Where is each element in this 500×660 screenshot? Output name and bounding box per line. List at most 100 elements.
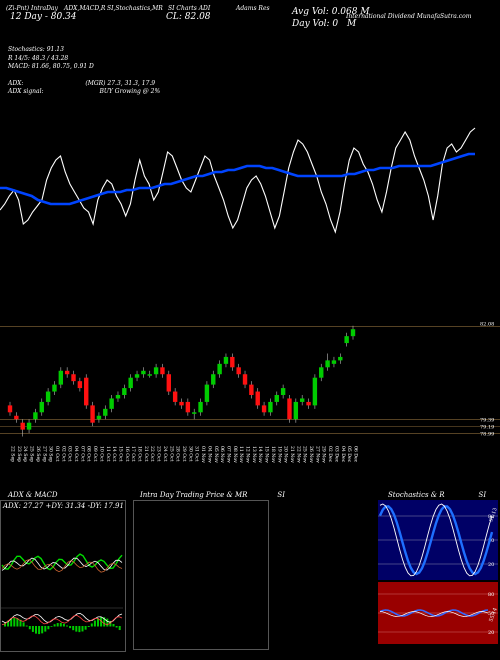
macd-hist-bar bbox=[22, 622, 25, 627]
candle-body bbox=[7, 405, 13, 413]
date-tick-label: 22 Sep bbox=[10, 446, 16, 462]
adx-values: (MGR) 27.3, 31.3, 17.9 bbox=[85, 80, 156, 87]
date-tick-label: 03 Oct bbox=[67, 446, 73, 462]
date-tick-label: 07 Nov bbox=[225, 446, 231, 463]
macd-hist-bar bbox=[66, 625, 68, 627]
candle-body bbox=[115, 395, 121, 399]
macd-hist-bar bbox=[81, 626, 84, 632]
date-tick-label: 31 Oct bbox=[194, 446, 200, 462]
rsi-tick-label: 50 bbox=[488, 611, 494, 617]
intraday-title-text: Intra Day Trading Price & MR bbox=[140, 491, 248, 499]
date-tick-label: 30 Oct bbox=[187, 446, 193, 462]
candle-body bbox=[172, 391, 178, 402]
adx-panel bbox=[0, 500, 126, 652]
date-tick-label: 21 Nov bbox=[289, 446, 295, 463]
date-tick-label: 17 Oct bbox=[130, 446, 136, 462]
date-tick-label: 04 Dec bbox=[340, 446, 346, 463]
stoch-k-line bbox=[379, 503, 493, 577]
macd-hist-bar bbox=[19, 619, 22, 627]
macd-readout: MACD: 81.66, 80.75, 0.91 D bbox=[8, 63, 94, 70]
panel-rsi-blue-line bbox=[379, 609, 489, 617]
macd-hist-bar bbox=[50, 626, 53, 627]
candle-body bbox=[280, 388, 286, 395]
candle-body bbox=[287, 398, 292, 420]
adx-line bbox=[1, 553, 123, 571]
adx-signal-readout: ADX signal: BUY Growing @ 2% bbox=[8, 88, 160, 95]
candle-body bbox=[249, 384, 254, 395]
candle-body bbox=[350, 329, 356, 337]
stoch-readout: Stochastics: 91.13 bbox=[8, 46, 64, 53]
date-tick-label: 18 Oct bbox=[137, 446, 143, 462]
macd-hist-bar bbox=[4, 623, 6, 627]
header-si-stoch: SI,Stochastics,MR bbox=[107, 5, 163, 12]
date-tick-label: 15 Oct bbox=[117, 446, 123, 462]
day-vol-value: Day Vol: 0 bbox=[292, 19, 339, 29]
stoch-panel-title: Stochastics & R SI bbox=[388, 491, 486, 499]
macd-line bbox=[1, 612, 123, 624]
macd-hist-bar bbox=[69, 626, 72, 629]
macd-hist-bar bbox=[93, 620, 96, 627]
date-tick-label: 07 Oct bbox=[79, 446, 85, 462]
macd-hist-bar bbox=[38, 626, 41, 635]
header-dividend-label: International Dividend bbox=[346, 13, 415, 20]
candle-body bbox=[33, 412, 38, 420]
date-tick-label: 05 Dec bbox=[346, 446, 352, 463]
date-tick-label: 06 Dec bbox=[353, 446, 359, 463]
candle-body bbox=[192, 412, 197, 414]
macd-hist-bar bbox=[115, 626, 118, 628]
adx-label: ADX: bbox=[8, 80, 24, 87]
candle-body bbox=[261, 405, 267, 413]
candle-body bbox=[198, 401, 203, 413]
price-tick-label: 79.39 bbox=[480, 418, 494, 424]
header-symbol: ADI bbox=[198, 5, 211, 12]
date-tick-label: 02 Oct bbox=[60, 446, 66, 462]
header-charts: SI Charts ADI bbox=[168, 5, 210, 12]
date-tick-label: 28 Oct bbox=[175, 446, 181, 462]
date-tick-label: 20 Nov bbox=[283, 446, 289, 463]
date-tick-label: 03 Dec bbox=[333, 446, 339, 463]
header-company-name: Adams Res bbox=[236, 5, 270, 12]
macd-hist-bar bbox=[103, 617, 106, 627]
candle-body bbox=[71, 374, 76, 382]
header-indicators: ADX,MACD,R bbox=[64, 5, 105, 12]
macd-hist-bar bbox=[10, 618, 13, 627]
macd-hist-bar bbox=[13, 617, 16, 627]
avg-vol: Avg Vol: 0.068 M bbox=[292, 7, 370, 17]
date-tick-label: 12 Nov bbox=[245, 446, 251, 463]
panel-rsi-white-line bbox=[379, 611, 489, 617]
date-tick-label: 08 Oct bbox=[86, 446, 92, 462]
macd-hist-bar bbox=[90, 623, 93, 627]
macd-hist-bar bbox=[47, 626, 50, 630]
date-tick-label: 30 Sep bbox=[48, 446, 54, 462]
candle-body bbox=[217, 363, 222, 375]
candle-body bbox=[274, 395, 279, 402]
candle-body bbox=[293, 401, 299, 420]
date-tick-label: 22 Oct bbox=[149, 446, 155, 462]
r-readout: R 14/5: 48.3 / 43.28 bbox=[8, 55, 69, 62]
mrsi-line bbox=[0, 152, 475, 206]
date-tick-label: 01 Oct bbox=[54, 446, 60, 462]
candle-body bbox=[20, 422, 25, 430]
date-tick-label: 11 Oct bbox=[105, 446, 111, 462]
candle-body bbox=[77, 381, 83, 389]
date-tick-label: 25 Nov bbox=[302, 446, 308, 463]
candle-body bbox=[338, 356, 343, 361]
adx-signal-label: ADX signal: bbox=[8, 88, 44, 95]
candle-body bbox=[299, 398, 305, 402]
candle-body bbox=[179, 401, 184, 406]
date-tick-label: 02 Dec bbox=[327, 446, 333, 463]
cl-line: CL: 82.08 bbox=[166, 12, 211, 22]
candle-body bbox=[84, 377, 89, 406]
candle-body bbox=[45, 391, 51, 402]
stoch-tick-label: 50 bbox=[488, 538, 494, 544]
date-tick-label: 27 Nov bbox=[314, 446, 320, 463]
date-tick-label: 15 Nov bbox=[264, 446, 270, 463]
macd-hist-bar bbox=[109, 621, 112, 627]
macd-hist-bar bbox=[87, 626, 90, 628]
candle-body bbox=[160, 367, 165, 375]
stoch-d-line bbox=[378, 505, 494, 576]
candle-body bbox=[331, 360, 337, 364]
day-vol: Day Vol: 0 M bbox=[292, 19, 356, 29]
header-company: Adams Res bbox=[236, 5, 270, 12]
date-tick-label: 14 Oct bbox=[111, 446, 117, 462]
